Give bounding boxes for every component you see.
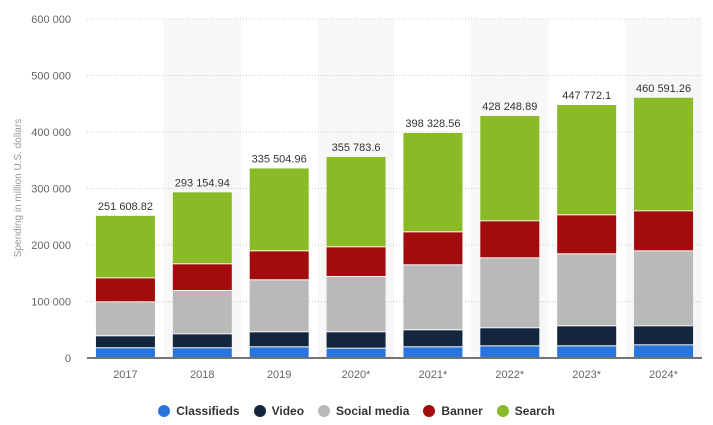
bar-segment-video[interactable]: [172, 334, 232, 348]
legend: Classifieds Video Social media Banner Search: [0, 404, 713, 418]
legend-marker-icon: [253, 405, 266, 417]
bar-segment-social-media[interactable]: [634, 251, 694, 326]
y-tick-label: 100 000: [31, 297, 71, 309]
bar-segment-classifieds[interactable]: [172, 348, 232, 357]
x-tick-label: 2019: [267, 369, 291, 381]
y-axis-title: Spending in million U.S. dollars: [13, 119, 24, 257]
x-tick-label: 2023*: [572, 369, 601, 381]
x-tick-label: 2018: [190, 369, 214, 381]
bar-stack[interactable]: [403, 132, 463, 357]
x-tick-label: 2017: [113, 369, 137, 381]
bar-segment-video[interactable]: [249, 332, 309, 347]
legend-item-video[interactable]: Video: [253, 404, 305, 418]
bar-segment-social-media[interactable]: [557, 254, 617, 326]
bar-segment-banner[interactable]: [480, 221, 540, 258]
bar-stack[interactable]: [249, 168, 309, 357]
total-data-label: 398 328.56: [405, 118, 460, 130]
bar-stack[interactable]: [557, 105, 617, 357]
bar-segment-banner[interactable]: [249, 251, 309, 280]
y-axis-ticks: 0 100 000 200 000 300 000 400 000 500 000 600 …: [31, 14, 71, 365]
y-tick-label: 0: [65, 353, 71, 365]
bar-segment-search[interactable]: [249, 168, 309, 251]
total-labels: 251 608.82 293 154.94 335 504.96 355 783.6 3…: [98, 83, 691, 213]
bar-segment-video[interactable]: [326, 332, 386, 348]
total-data-label: 460 591.26: [636, 83, 691, 95]
total-data-label: 293 154.94: [175, 177, 230, 189]
legend-item-banner[interactable]: Banner: [423, 404, 483, 418]
y-tick-label: 300 000: [31, 184, 71, 196]
bar-segment-social-media[interactable]: [249, 280, 309, 332]
bar-segment-video[interactable]: [480, 328, 540, 346]
legend-item-social-media[interactable]: Social media: [318, 404, 409, 418]
x-tick-label: 2022*: [495, 369, 524, 381]
bar-segment-video[interactable]: [557, 326, 617, 346]
legend-label: Social media: [336, 404, 410, 418]
bar-segment-search[interactable]: [95, 215, 155, 278]
bar-segment-video[interactable]: [403, 330, 463, 347]
bar-segment-classifieds[interactable]: [634, 345, 694, 357]
legend-label: Classifieds: [176, 404, 240, 418]
bar-segment-banner[interactable]: [634, 211, 694, 251]
total-data-label: 355 783.6: [332, 142, 381, 154]
bar-segment-social-media[interactable]: [95, 302, 155, 336]
bar-segment-social-media[interactable]: [403, 265, 463, 330]
y-tick-label: 400 000: [31, 127, 71, 139]
bar-segment-search[interactable]: [634, 97, 694, 211]
bar-segment-banner[interactable]: [403, 232, 463, 265]
bar-segment-social-media[interactable]: [326, 276, 386, 332]
y-tick-label: 600 000: [31, 14, 71, 26]
x-tick-label: 2020*: [342, 369, 371, 381]
legend-marker-icon: [496, 405, 509, 417]
legend-label: Banner: [441, 404, 483, 418]
bar-segment-banner[interactable]: [326, 247, 386, 276]
bar-stack[interactable]: [326, 156, 386, 357]
bar-segment-classifieds[interactable]: [326, 348, 386, 357]
legend-marker-icon: [158, 405, 171, 417]
bar-segment-social-media[interactable]: [172, 290, 232, 334]
legend-item-classifieds[interactable]: Classifieds: [158, 404, 240, 418]
bar-segment-banner[interactable]: [95, 278, 155, 302]
bar-stack[interactable]: [480, 116, 540, 357]
x-axis-ticks: 2017 2018 2019 2020* 2021* 2022* 2023* 2024*: [113, 369, 678, 381]
bar-segment-search[interactable]: [172, 192, 232, 264]
bar-segment-banner[interactable]: [172, 264, 232, 290]
bar-segment-classifieds[interactable]: [95, 348, 155, 357]
total-data-label: 447 772.1: [562, 90, 611, 102]
bar-segment-video[interactable]: [95, 336, 155, 348]
legend-label: Search: [514, 404, 555, 418]
bar-stack[interactable]: [95, 215, 155, 357]
y-tick-label: 200 000: [31, 240, 71, 252]
total-data-label: 335 504.96: [252, 153, 307, 165]
bar-segment-search[interactable]: [480, 116, 540, 221]
y-tick-label: 500 000: [31, 71, 71, 83]
bar-stack[interactable]: [634, 97, 694, 357]
legend-marker-icon: [318, 405, 331, 417]
bar-segment-search[interactable]: [326, 156, 386, 247]
total-data-label: 428 248.89: [482, 101, 537, 113]
legend-item-search[interactable]: Search: [496, 404, 555, 418]
bar-segment-classifieds[interactable]: [480, 346, 540, 357]
x-tick-label: 2021*: [419, 369, 448, 381]
bar-stack[interactable]: [172, 192, 232, 357]
bar-segment-classifieds[interactable]: [557, 346, 617, 357]
bar-segment-search[interactable]: [557, 105, 617, 215]
bars: [95, 97, 694, 357]
legend-marker-icon: [423, 405, 436, 417]
bar-segment-classifieds[interactable]: [403, 347, 463, 357]
bar-segment-classifieds[interactable]: [249, 347, 309, 357]
total-data-label: 251 608.82: [98, 201, 153, 213]
bar-segment-social-media[interactable]: [480, 258, 540, 328]
bar-segment-banner[interactable]: [557, 215, 617, 254]
bar-segment-search[interactable]: [403, 132, 463, 232]
x-tick-label: 2024*: [649, 369, 678, 381]
bar-segment-video[interactable]: [634, 326, 694, 345]
legend-label: Video: [271, 404, 305, 418]
